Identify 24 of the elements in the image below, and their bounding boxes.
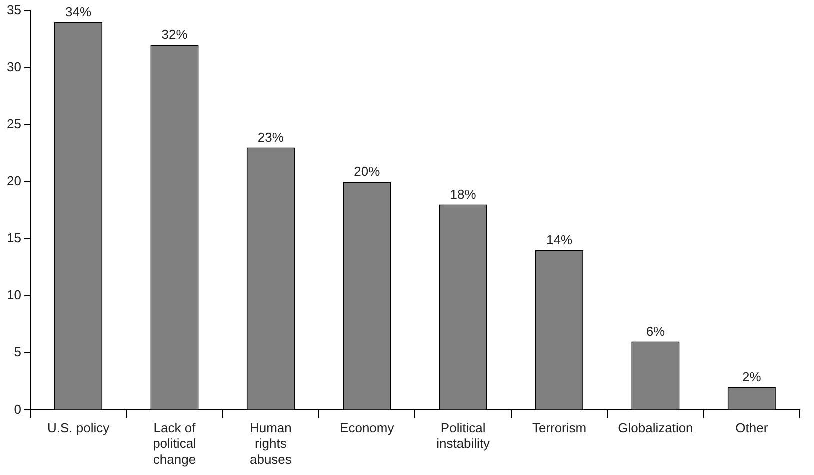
- y-tick-label: 10: [6, 288, 22, 303]
- data-label: 32%: [162, 27, 188, 42]
- data-label: 14%: [546, 232, 573, 248]
- x-tick-label: Human rights abuses: [250, 420, 292, 467]
- x-tick-label: Other: [736, 420, 769, 436]
- data-label: 6%: [646, 324, 666, 339]
- y-tick-label: 20: [6, 174, 22, 189]
- data-label: 20%: [354, 164, 381, 180]
- x-tick-label: Economy: [340, 420, 395, 436]
- y-tick-label: 25: [6, 116, 22, 132]
- y-tick-label: 0: [14, 402, 22, 417]
- y-tick-label: 15: [6, 230, 22, 246]
- x-tick-label: Lack of political change: [153, 420, 197, 467]
- x-tick-label: Political instability: [436, 420, 491, 452]
- x-tick-label: U.S. policy: [47, 420, 110, 436]
- data-label: 34%: [66, 4, 92, 20]
- x-tick-label: Globalization: [618, 420, 694, 436]
- y-tick-label: 30: [6, 59, 22, 74]
- data-label: 2%: [742, 369, 762, 384]
- y-tick-label: 5: [14, 344, 22, 360]
- x-tick-label: Terrorism: [532, 420, 587, 436]
- y-tick-label: 35: [6, 2, 22, 18]
- data-label: 18%: [450, 186, 477, 202]
- data-label: 23%: [258, 130, 284, 145]
